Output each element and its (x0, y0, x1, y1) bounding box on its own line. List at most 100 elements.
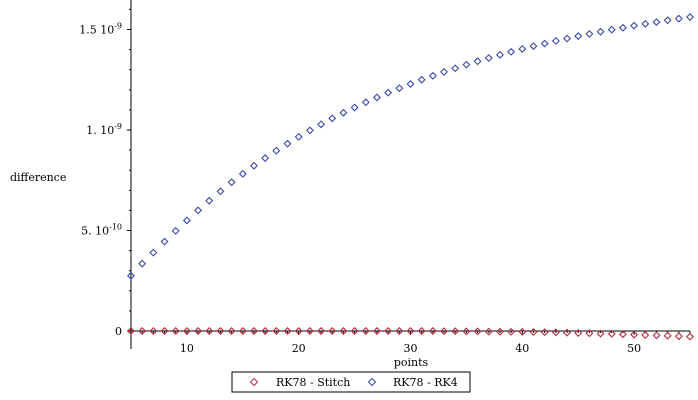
x-tick-label: 10 (180, 342, 194, 355)
data-point-stitch (495, 327, 504, 336)
legend: RK78 - Stitch RK78 - RK4 (231, 371, 471, 393)
data-point-stitch (551, 328, 560, 337)
data-point-rk4 (294, 132, 303, 141)
y-tick-exponent: -9 (114, 122, 122, 131)
data-point-rk4 (417, 75, 426, 84)
data-point-stitch (630, 330, 639, 339)
data-point-stitch (440, 327, 449, 336)
data-point-stitch (238, 327, 247, 335)
data-point-stitch (563, 328, 571, 337)
data-point-rk4 (641, 19, 650, 28)
data-point-rk4 (529, 42, 538, 51)
data-point-stitch (395, 327, 404, 335)
data-point-stitch (171, 327, 180, 335)
data-point-rk4 (317, 120, 326, 129)
y-tick-mantissa: 5. 10 (81, 225, 109, 238)
data-point-stitch (574, 329, 583, 337)
data-point-rk4 (138, 259, 147, 268)
y-tick-exponent: -9 (114, 22, 122, 31)
data-point-rk4 (350, 103, 359, 112)
data-point-rk4 (339, 108, 348, 117)
data-point-stitch (674, 332, 683, 341)
data-point-rk4 (406, 79, 415, 88)
data-point-rk4 (372, 93, 381, 102)
y-tick-label: 5. 10-10 (81, 223, 122, 238)
y-tick-label: 0 (115, 325, 122, 338)
data-point-stitch (283, 327, 292, 335)
data-point-rk4 (563, 34, 571, 43)
data-point-rk4 (495, 50, 504, 59)
y-tick-exponent: -10 (109, 223, 122, 232)
data-point-stitch (428, 327, 437, 335)
data-point-stitch (138, 327, 147, 335)
data-point-rk4 (361, 98, 370, 107)
data-point-stitch (585, 329, 594, 338)
legend-marker-stitch (249, 377, 259, 387)
legend-label-stitch: RK78 - Stitch (276, 376, 350, 389)
data-point-rk4 (596, 27, 605, 36)
data-point-rk4 (227, 178, 236, 187)
y-tick-label: 1.5 10-9 (79, 22, 122, 37)
data-point-rk4 (395, 84, 404, 93)
y-tick-mantissa: 1.5 10 (79, 24, 114, 37)
x-tick-label: 30 (404, 342, 418, 355)
data-point-rk4 (182, 216, 191, 225)
data-point-stitch (328, 327, 337, 335)
data-point-rk4 (652, 18, 661, 27)
x-tick-label: 40 (515, 342, 529, 355)
data-point-rk4 (451, 64, 460, 73)
data-point-rk4 (205, 196, 214, 205)
data-point-rk4 (574, 32, 583, 41)
data-point-stitch (518, 327, 527, 336)
y-tick-mantissa: 1. 10 (86, 124, 114, 137)
data-point-stitch (406, 327, 415, 335)
data-point-rk4 (607, 25, 616, 34)
data-point-stitch (127, 327, 135, 335)
data-point-rk4 (171, 226, 180, 235)
data-point-rk4 (473, 57, 482, 66)
data-point-stitch (663, 331, 672, 340)
data-point-rk4 (305, 126, 314, 135)
data-point-stitch (160, 327, 169, 335)
data-point-stitch (216, 327, 225, 335)
data-point-stitch (272, 327, 281, 335)
data-point-stitch (462, 327, 471, 336)
data-point-stitch (641, 331, 650, 339)
data-point-rk4 (216, 187, 225, 196)
data-point-stitch (529, 328, 538, 336)
legend-box (231, 371, 471, 393)
data-point-stitch (596, 329, 605, 338)
data-point-stitch (507, 327, 516, 336)
data-point-stitch (305, 327, 314, 335)
data-point-rk4 (160, 237, 169, 246)
data-point-rk4 (261, 154, 270, 163)
legend-marker-rk4 (367, 377, 377, 387)
data-point-stitch (686, 332, 694, 341)
data-point-stitch (618, 330, 627, 339)
data-point-stitch (182, 327, 191, 335)
data-point-stitch (261, 327, 270, 335)
data-point-rk4 (384, 88, 393, 97)
data-point-rk4 (194, 206, 203, 215)
data-point-stitch (652, 331, 661, 340)
x-tick-label: 20 (292, 342, 306, 355)
data-point-stitch (473, 327, 482, 336)
legend-label-rk4: RK78 - RK4 (393, 376, 458, 389)
data-point-rk4 (585, 29, 594, 38)
data-point-rk4 (149, 248, 158, 257)
data-point-stitch (294, 327, 303, 335)
data-point-stitch (540, 328, 549, 337)
data-point-stitch (339, 327, 348, 335)
y-tick-label: 1. 10-9 (86, 122, 122, 137)
data-point-rk4 (674, 14, 683, 23)
data-point-rk4 (630, 21, 639, 30)
data-point-rk4 (686, 13, 694, 22)
data-point-stitch (384, 327, 393, 335)
data-point-rk4 (250, 161, 258, 170)
data-point-rk4 (428, 71, 437, 80)
y-axis-label: difference (10, 171, 66, 184)
data-point-rk4 (518, 45, 527, 53)
